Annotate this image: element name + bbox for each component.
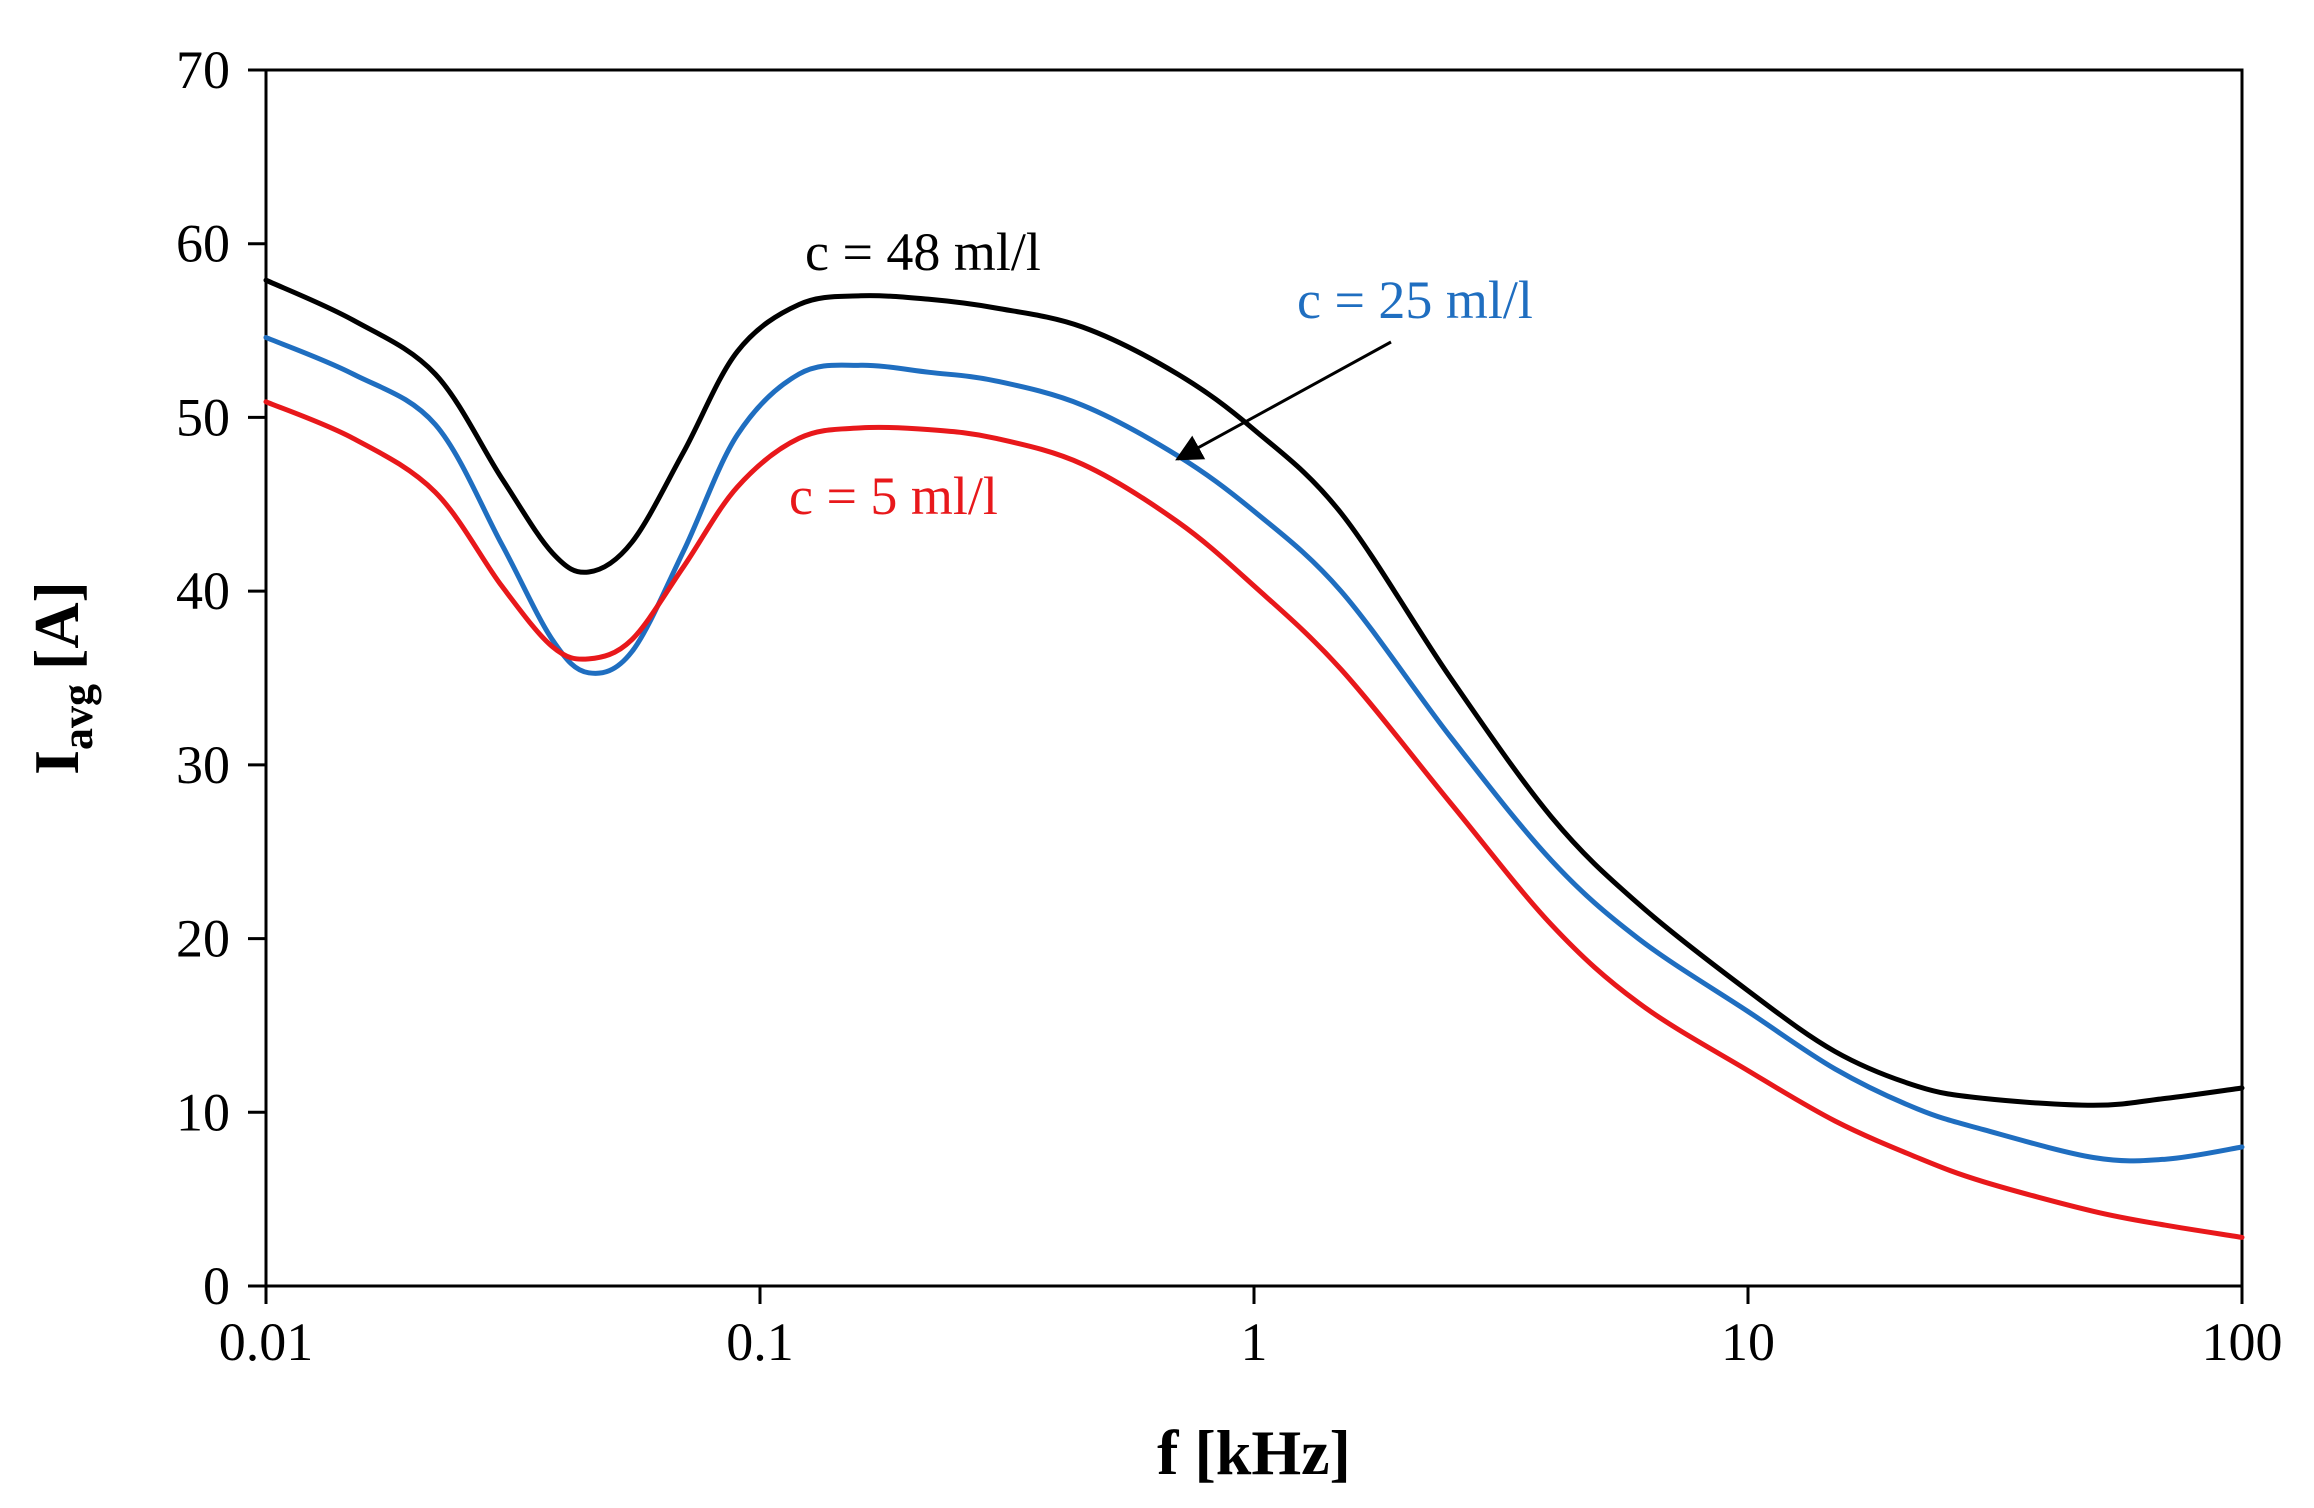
series-layer	[263, 277, 2245, 1240]
annotation-label-25: c = 25 ml/l	[1297, 270, 1533, 330]
y-tick-label: 0	[203, 1256, 230, 1316]
y-axis: 0 10 20 30 40 50 60 70	[176, 40, 266, 1316]
y-axis-title: Iavg [A]	[21, 581, 102, 775]
plot-area-frame	[264, 68, 2244, 1288]
x-axis: 0.01 0.1 1 10 100	[219, 1286, 2283, 1372]
y-axis-title-unit: [A]	[21, 581, 92, 670]
series-line-5	[263, 399, 2245, 1240]
series-line-25	[263, 335, 2245, 1164]
x-axis-title: f [kHz]	[1157, 1417, 1351, 1488]
y-tick-label: 50	[176, 387, 230, 447]
y-tick-label: 40	[176, 561, 230, 621]
y-tick-label: 60	[176, 214, 230, 274]
y-tick-label: 10	[176, 1082, 230, 1142]
y-tick-label: 30	[176, 735, 230, 795]
series-line-48	[263, 277, 2245, 1108]
x-tick-label: 1	[1241, 1312, 1268, 1372]
x-tick-label: 0.1	[726, 1312, 794, 1372]
y-tick-label: 20	[176, 909, 230, 969]
annotation-label-5: c = 5 ml/l	[789, 466, 998, 526]
y-axis-title-sub: avg	[53, 684, 102, 750]
x-tick-label: 10	[1721, 1312, 1775, 1372]
x-tick-label: 0.01	[219, 1312, 314, 1372]
y-tick-label: 70	[176, 40, 230, 100]
annotation-label-48: c = 48 ml/l	[805, 222, 1041, 282]
x-tick-label: 100	[2202, 1312, 2283, 1372]
y-axis-title-main: I	[21, 750, 92, 775]
annotation-arrow-25	[1175, 340, 1392, 461]
